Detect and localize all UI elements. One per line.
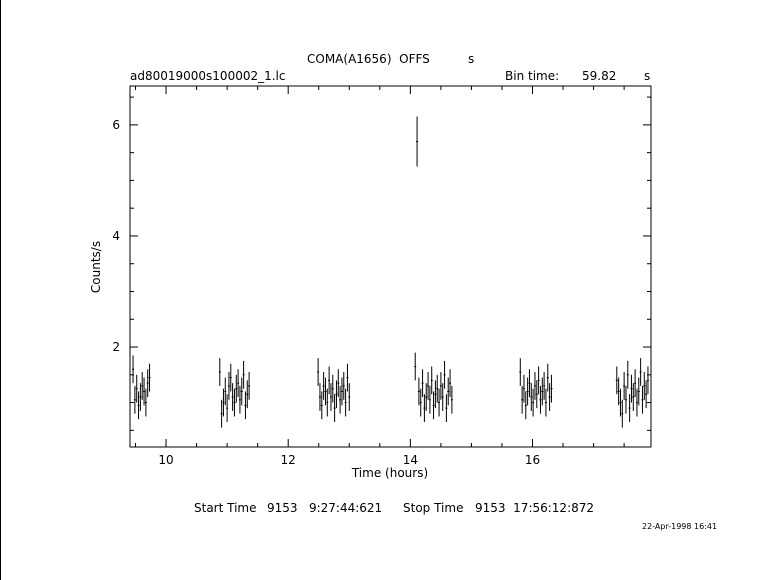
- axis-ticks: [130, 86, 651, 447]
- y-tick-label: 4: [112, 229, 120, 243]
- bin-time-label: Bin time:: [505, 69, 560, 83]
- y-axis-label: Counts/s: [89, 241, 103, 293]
- tick-labels: 10 12 14 16 2 4 6: [112, 118, 540, 467]
- start-time-label: Start Time: [194, 501, 257, 515]
- start-time-value: 9153 9:27:44:621: [267, 501, 383, 515]
- x-tick-label: 14: [403, 453, 418, 467]
- x-tick-label: 16: [525, 453, 540, 467]
- x-tick-label: 10: [158, 453, 173, 467]
- chart-title: COMA(A1656) OFFS: [307, 52, 430, 66]
- x-axis-label: Time (hours): [351, 466, 428, 480]
- window-edge: [0, 0, 1, 580]
- date-stamp: 22-Apr-1998 16:41: [642, 522, 718, 531]
- y-tick-label: 6: [112, 118, 120, 132]
- stop-time-value: 9153 17:56:12:872: [475, 501, 595, 515]
- y-tick-label: 2: [112, 340, 120, 354]
- bin-time-value: 59.82: [582, 69, 617, 83]
- stop-time-label: Stop Time: [403, 501, 464, 515]
- data-marks: [132, 116, 649, 428]
- filename-label: ad80019000s100002_1.lc: [130, 69, 286, 83]
- bin-time-unit: s: [644, 69, 651, 83]
- chart-title-suffix: s: [468, 52, 475, 66]
- plot-frame: [129, 85, 652, 448]
- x-tick-label: 12: [281, 453, 296, 467]
